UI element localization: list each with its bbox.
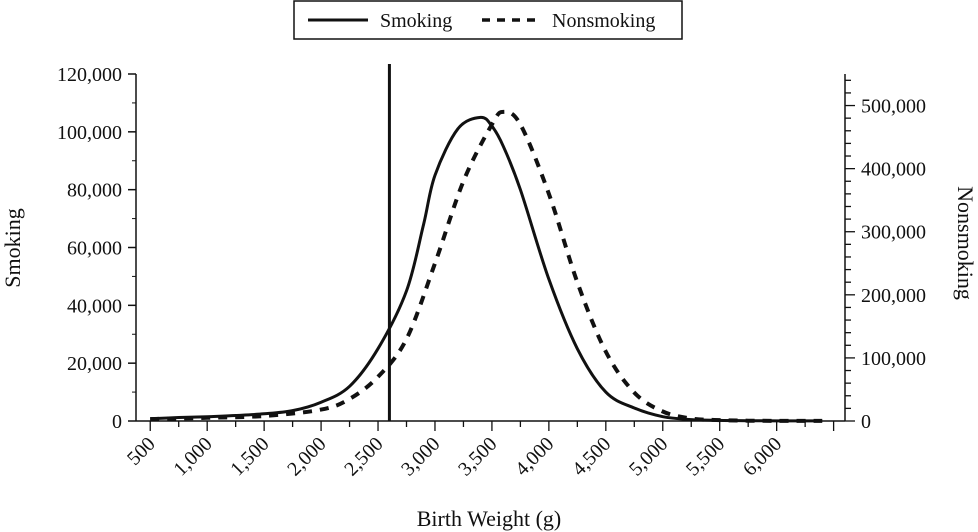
x-tick-label: 2,000 — [283, 433, 330, 480]
right-y-ticks: 0 100,000 200,000 300,000 400,000 500,000 — [845, 79, 926, 433]
left-y-tick-label: 40,000 — [67, 295, 122, 317]
legend: Smoking Nonsmoking — [293, 0, 683, 40]
left-y-axis-title: Smoking — [0, 208, 25, 287]
left-y-tick-label: 80,000 — [67, 180, 122, 202]
left-y-tick-label: 100,000 — [57, 122, 122, 144]
left-y-tick-label: 0 — [112, 411, 122, 433]
x-tick-label: 5,000 — [625, 433, 672, 480]
x-axis-title: Birth Weight (g) — [417, 506, 561, 531]
x-tick-label: 5,500 — [682, 433, 729, 480]
right-y-tick-label: 0 — [861, 411, 871, 433]
x-tick-label: 3,000 — [397, 433, 444, 480]
right-y-tick-label: 200,000 — [861, 285, 926, 307]
x-tick-label: 500 — [123, 433, 160, 470]
right-y-tick-label: 400,000 — [861, 159, 926, 181]
left-y-tick-label: 60,000 — [67, 238, 122, 260]
right-y-tick-label: 300,000 — [861, 222, 926, 244]
right-y-tick-label: 500,000 — [861, 96, 926, 118]
legend-smoking-label: Smoking — [380, 10, 452, 32]
right-y-axis-title: Nonsmoking — [953, 186, 978, 300]
series-line-smoking — [150, 115, 823, 423]
x-tick-label: 4,500 — [568, 433, 615, 480]
x-ticks: 500 1,000 1,500 2,000 2,500 3,000 3,500 4,000 4,… — [123, 421, 835, 480]
x-tick-label: 2,500 — [340, 433, 387, 480]
left-y-ticks: 0 20,000 40,000 60,000 80,000 100,000 120,000 — [57, 64, 136, 433]
left-y-tick-label: 20,000 — [67, 353, 122, 375]
left-y-tick-label: 120,000 — [57, 64, 122, 86]
x-tick-label: 4,000 — [511, 433, 558, 480]
right-y-tick-label: 100,000 — [861, 348, 926, 370]
legend-nonsmoking-label: Nonsmoking — [552, 10, 655, 32]
x-tick-label: 1,500 — [226, 433, 273, 480]
x-tick-label: 6,000 — [739, 433, 786, 480]
x-tick-label: 1,000 — [169, 433, 216, 480]
series-line-nonsmoking — [150, 109, 823, 423]
x-tick-label: 3,500 — [454, 433, 501, 480]
